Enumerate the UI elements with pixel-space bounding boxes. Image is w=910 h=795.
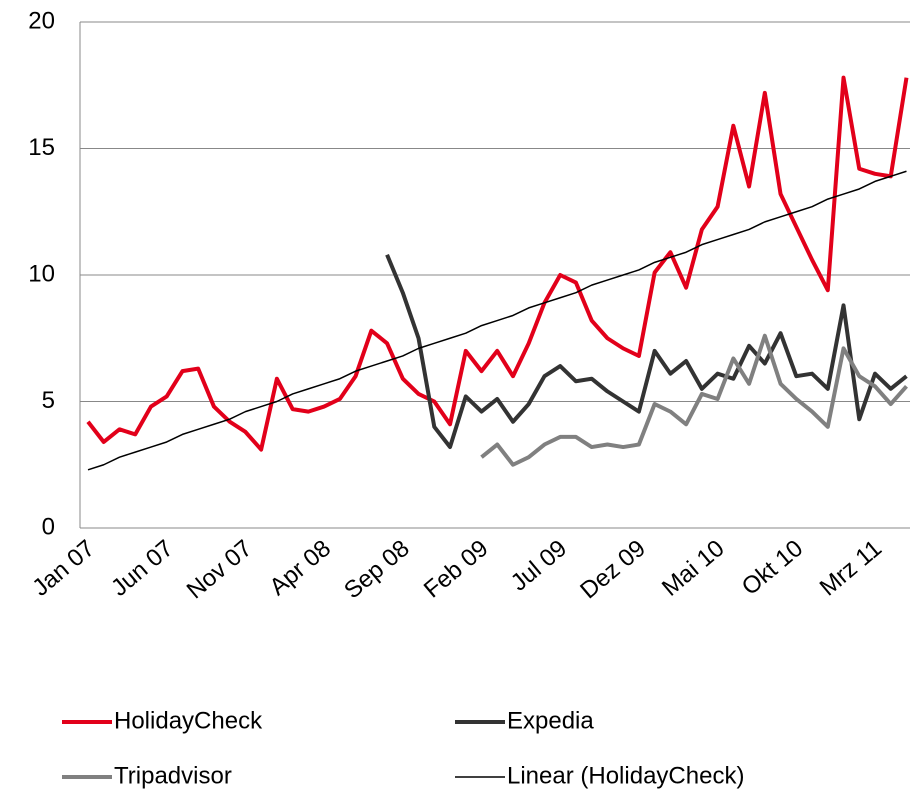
y-tick-label: 10 — [28, 260, 55, 287]
legend-label: Expedia — [507, 707, 594, 734]
series-line — [385, 253, 908, 450]
x-tick-label: Nov 07 — [182, 535, 258, 605]
x-tick-label: Feb 09 — [419, 535, 494, 604]
y-tick-label: 15 — [28, 134, 55, 161]
plot — [86, 75, 909, 471]
series-line — [480, 333, 908, 467]
legend-label: Tripadvisor — [114, 762, 232, 789]
legend-label: HolidayCheck — [114, 707, 263, 734]
x-tick-label: Mrz 11 — [815, 535, 887, 602]
y-tick-label: 5 — [42, 387, 55, 414]
x-tick-label: Okt 10 — [737, 535, 809, 601]
series-line — [86, 75, 909, 452]
legend-label: Linear (HolidayCheck) — [507, 762, 744, 789]
x-tick-label: Jul 09 — [506, 535, 572, 597]
y-tick-label: 0 — [42, 513, 55, 540]
series-line — [87, 170, 907, 471]
x-tick-label: Jun 07 — [106, 535, 179, 602]
x-tick-label: Mai 10 — [657, 535, 730, 602]
y-tick-label: 20 — [28, 7, 55, 34]
x-tick-label: Dez 09 — [575, 535, 651, 605]
x-tick-label: Sep 08 — [339, 535, 415, 605]
x-tick-label: Apr 08 — [265, 535, 337, 601]
x-tick-label: Jan 07 — [27, 535, 100, 602]
